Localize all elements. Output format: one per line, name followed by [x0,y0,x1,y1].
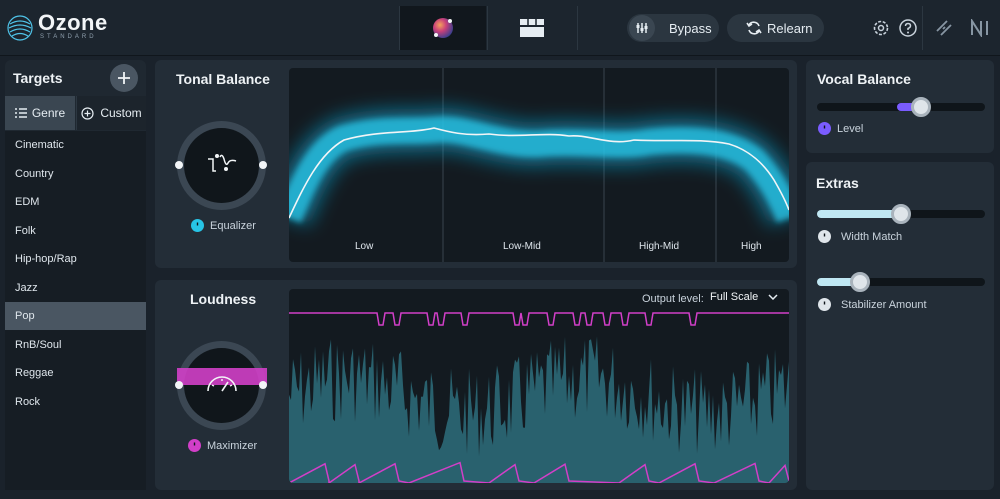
knob-max-dot [259,381,267,389]
stabilizer-toggle[interactable]: Stabilizer Amount [818,298,927,311]
width-match-toggle[interactable]: Width Match [818,230,902,243]
output-level-value: Full Scale [710,291,759,303]
genre-item-rnb-soul[interactable]: RnB/Soul [15,338,62,351]
width-match-label: Width Match [841,230,903,243]
band-label-high-mid: High-Mid [639,241,680,252]
vocal-balance-title: Vocal Balance [817,71,911,87]
relearn-label: Relearn [767,20,813,36]
tab-genre-label: Genre [31,106,66,120]
top-bar: Ozone STANDARD [0,0,1000,56]
width-match-fill [817,210,901,218]
vocal-level-thumb[interactable] [911,97,931,117]
divider [577,6,578,50]
power-icon [818,230,831,243]
knob-face [184,348,259,423]
loudness-graph [289,289,789,483]
eq-curve-icon [208,154,237,172]
bypass-icon [629,15,655,41]
output-level-dropdown[interactable]: Full Scale [710,291,778,303]
band-label-high: High [741,241,762,252]
bypass-label: Bypass [669,20,712,36]
stabilizer-thumb[interactable] [850,272,870,292]
divider [922,6,923,50]
knob-min-dot [175,161,183,169]
settings-icon[interactable] [869,16,893,40]
stabilizer-fill [817,278,861,286]
assistant-orb-icon [433,18,453,38]
tab-custom-label: Custom [100,106,142,120]
genre-item-folk[interactable]: Folk [15,224,36,237]
equalizer-knob[interactable] [177,121,266,210]
width-match-thumb[interactable] [891,204,911,224]
add-target-button[interactable] [110,64,138,92]
genre-item-country[interactable]: Country [15,167,54,180]
relearn-icon [741,15,767,41]
loudness-title: Loudness [190,291,257,307]
knob-min-dot [175,381,183,389]
tab-genre[interactable]: Genre [5,96,75,130]
stabilizer-label: Stabilizer Amount [841,298,927,311]
genre-list: Cinematic Country EDM Folk Hip-hop/Rap J… [5,131,146,490]
app-logo-text: Ozone [38,10,108,35]
waveform-area [289,336,789,483]
equalizer-label: Equalizer [210,219,256,232]
tonal-curve [289,68,789,262]
divider [487,6,488,50]
ni-logo-icon [968,16,996,40]
knob-face [184,128,259,203]
ceiling-line [289,312,789,326]
chevron-down-icon [768,294,778,300]
targets-title: Targets [13,70,63,86]
band-label-low: Low [355,241,374,252]
genre-item-cinematic[interactable]: Cinematic [15,139,64,151]
band-label-low-mid: Low-Mid [503,241,541,252]
stabilizer-track[interactable] [817,278,985,286]
power-icon [818,122,831,135]
plus-circle-icon [81,106,94,120]
gain-reduction-line [289,461,789,483]
bypass-button[interactable]: Bypass [627,14,719,42]
assistant-tab[interactable] [400,6,486,50]
knob-max-dot [259,161,267,169]
list-icon [14,108,27,118]
output-level-label: Output level: [642,293,704,305]
power-icon [191,219,204,232]
genre-item-reggae[interactable]: Reggae [15,367,54,379]
maximizer-knob[interactable] [177,341,266,430]
maximizer-label: Maximizer [207,439,258,452]
link-icon[interactable] [932,16,956,40]
tab-custom[interactable]: Custom [76,96,146,130]
gauge-icon [207,376,237,392]
genre-item-pop[interactable]: Pop [5,302,146,330]
tonal-balance-title: Tonal Balance [176,71,270,87]
divider [399,6,400,50]
modules-tab[interactable] [488,6,576,50]
tonal-balance-graph: Low Low-Mid High-Mid High [289,68,789,262]
power-icon [818,298,831,311]
genre-item-rock[interactable]: Rock [15,395,41,408]
genre-item-jazz[interactable]: Jazz [15,281,38,294]
modules-grid-icon [520,19,544,37]
loudness-waveform [289,312,789,483]
power-icon [188,439,201,452]
equalizer-toggle[interactable]: Equalizer [191,219,256,232]
vocal-level-label: Level [837,122,864,135]
plus-icon [118,72,130,84]
help-icon[interactable] [896,16,920,40]
vocal-level-toggle[interactable]: Level [818,122,863,135]
genre-item-hip-hop-rap[interactable]: Hip-hop/Rap [15,253,77,265]
genre-item-edm[interactable]: EDM [15,196,40,208]
relearn-button[interactable]: Relearn [727,14,824,42]
app-edition: STANDARD [40,34,97,40]
extras-title: Extras [816,175,859,191]
vocal-level-fill [897,103,919,111]
maximizer-toggle[interactable]: Maximizer [188,439,257,452]
ozone-logo-icon [7,15,33,41]
